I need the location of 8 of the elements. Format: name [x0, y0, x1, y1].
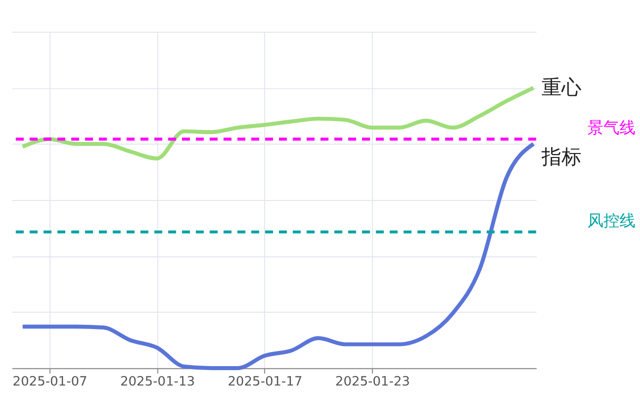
x-tick-label: 2025-01-13 — [120, 374, 195, 390]
x-tick-label: 2025-01-23 — [335, 374, 410, 390]
ref-line-label: 风控线 — [588, 210, 636, 230]
series-label: 重心 — [541, 76, 582, 99]
x-tick-label: 2025-01-07 — [12, 374, 88, 390]
series-label: 指标 — [540, 146, 582, 169]
x-tick-label: 2025-01-17 — [228, 374, 302, 390]
ref-line-label: 景气线 — [588, 118, 636, 138]
